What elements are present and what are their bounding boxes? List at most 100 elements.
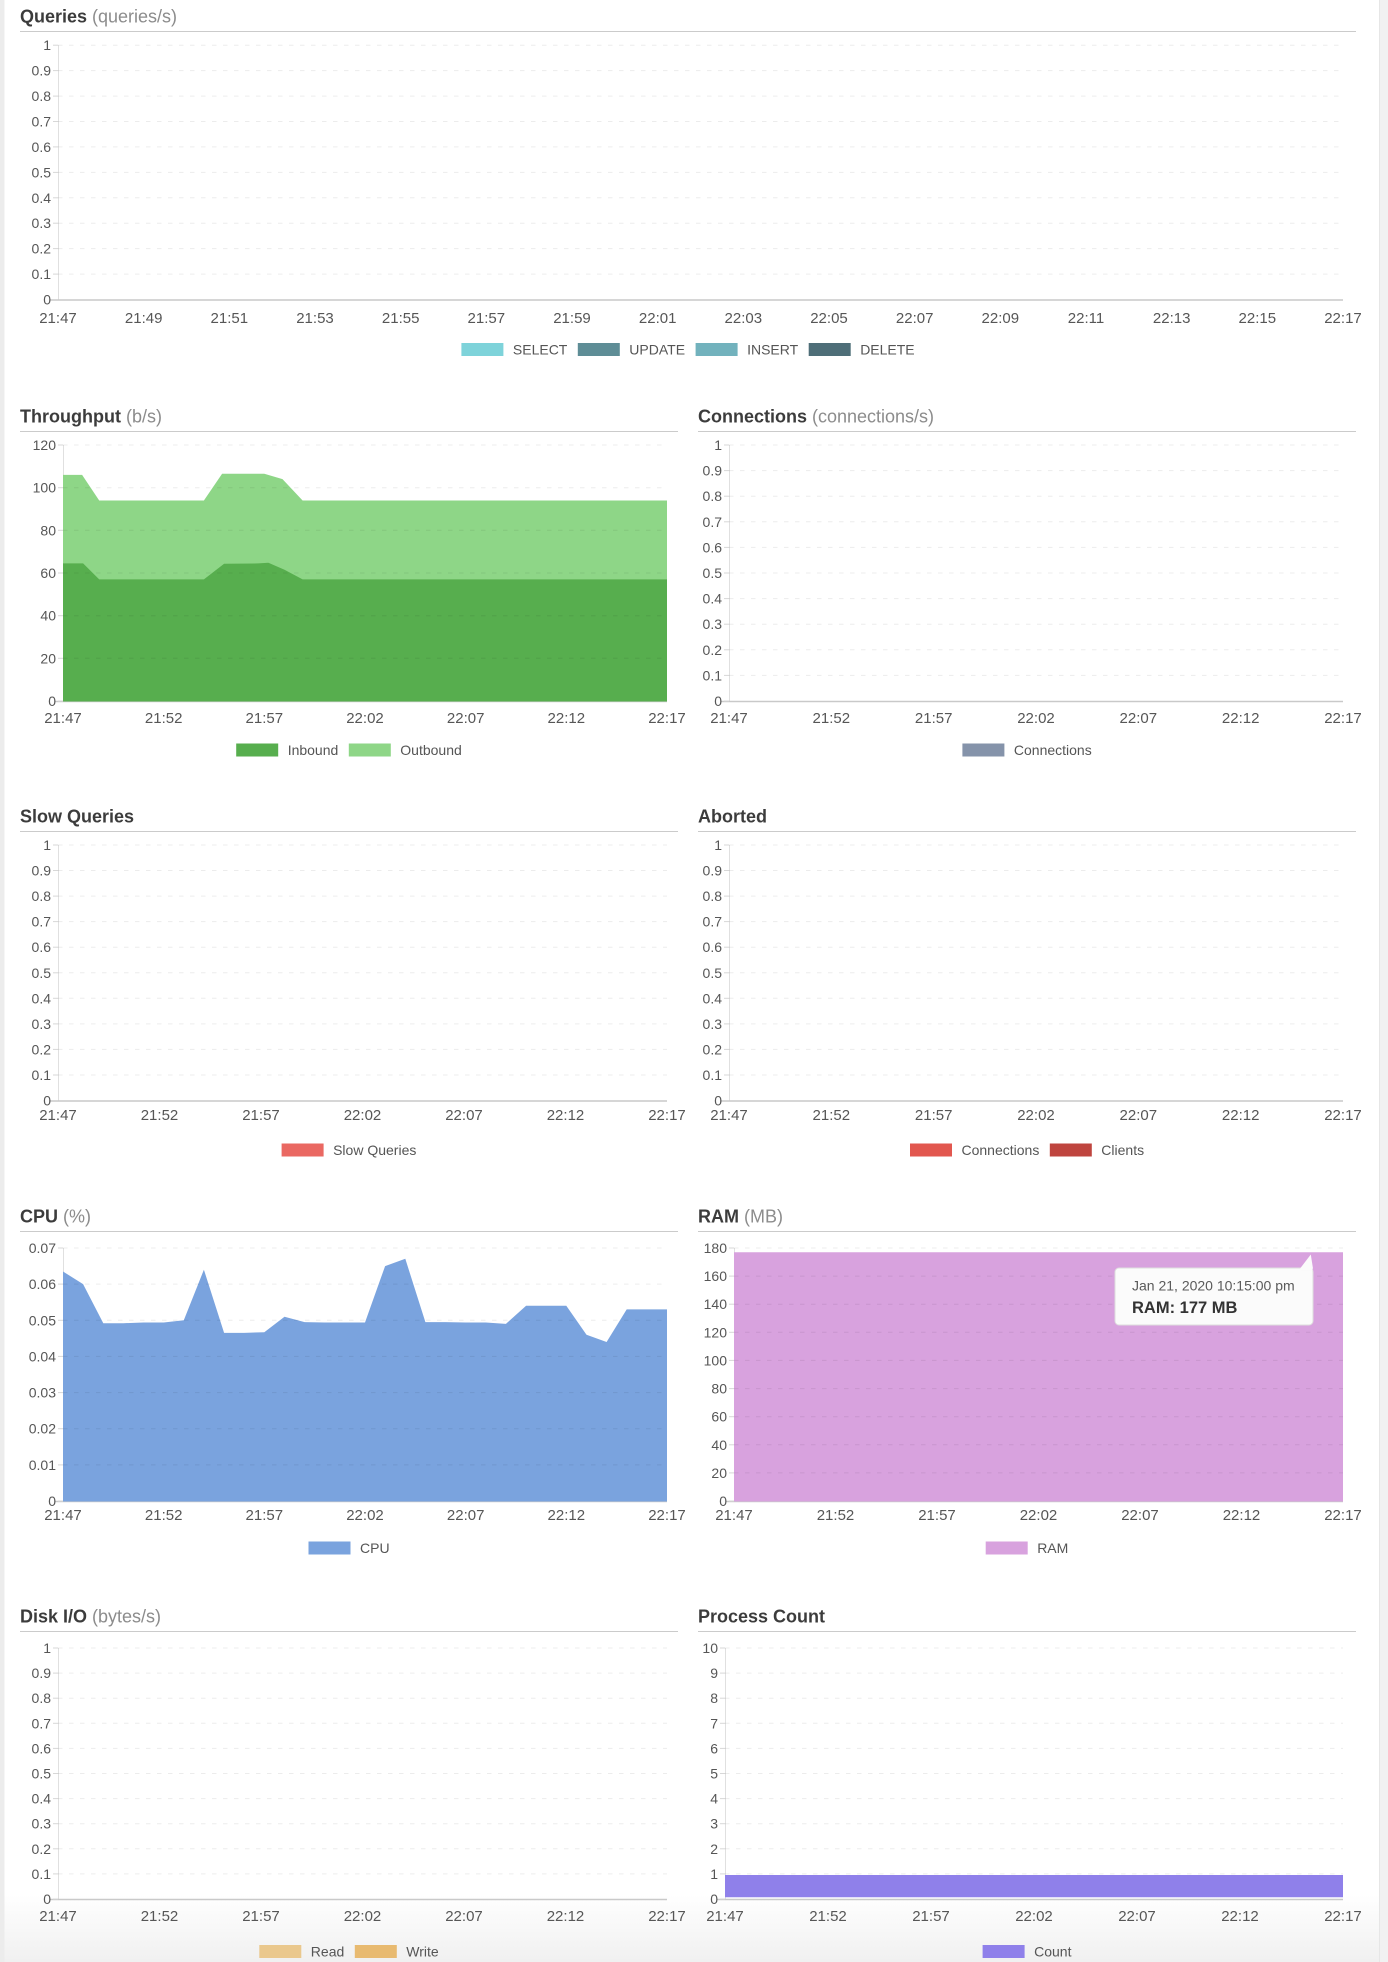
svg-text:21:47: 21:47 [710,1107,748,1124]
svg-text:22:13: 22:13 [1153,310,1191,327]
svg-text:21:52: 21:52 [145,710,183,727]
svg-text:0.9: 0.9 [32,1665,52,1681]
svg-text:21:47: 21:47 [39,1107,77,1124]
svg-text:1: 1 [714,837,722,853]
svg-text:0.8: 0.8 [32,88,52,104]
svg-text:0: 0 [714,1093,722,1109]
svg-text:21:57: 21:57 [468,310,506,327]
svg-text:0.8: 0.8 [32,888,52,904]
svg-text:0: 0 [48,1493,56,1509]
svg-text:8: 8 [710,1690,718,1706]
svg-text:(MB): (MB) [744,1207,783,1227]
svg-text:0.3: 0.3 [32,215,52,231]
svg-text:22:07: 22:07 [445,1107,483,1124]
svg-text:0.1: 0.1 [32,1067,52,1083]
svg-text:0.7: 0.7 [703,914,723,930]
svg-text:0.8: 0.8 [703,888,723,904]
svg-text:22:15: 22:15 [1239,310,1277,327]
svg-text:0.7: 0.7 [32,1715,52,1731]
svg-text:22:12: 22:12 [1222,1107,1260,1124]
svg-text:0.2: 0.2 [32,1041,52,1057]
svg-text:21:52: 21:52 [141,1107,179,1124]
svg-text:0.1: 0.1 [703,667,723,683]
svg-text:21:52: 21:52 [813,1107,851,1124]
svg-text:22:02: 22:02 [1017,710,1055,727]
svg-text:22:07: 22:07 [447,710,485,727]
svg-text:22:12: 22:12 [547,1107,585,1124]
svg-text:0.9: 0.9 [703,463,723,479]
svg-text:CPU: CPU [360,1540,390,1556]
svg-text:22:12: 22:12 [1223,1507,1261,1524]
svg-text:INSERT: INSERT [747,342,799,358]
svg-text:0.8: 0.8 [32,1690,52,1706]
svg-text:21:47: 21:47 [39,1908,77,1925]
svg-text:22:07: 22:07 [896,310,934,327]
svg-text:120: 120 [33,437,57,453]
svg-text:21:47: 21:47 [44,710,82,727]
svg-text:21:47: 21:47 [39,310,77,327]
svg-text:21:51: 21:51 [211,310,249,327]
svg-text:22:02: 22:02 [346,1507,384,1524]
svg-text:22:17: 22:17 [1324,710,1362,727]
svg-text:(%): (%) [63,1207,91,1227]
svg-text:0.4: 0.4 [703,990,723,1006]
svg-text:0.01: 0.01 [29,1457,56,1473]
svg-text:5: 5 [710,1766,718,1782]
svg-text:21:47: 21:47 [44,1507,82,1524]
svg-text:160: 160 [704,1268,728,1284]
svg-text:1: 1 [43,1640,51,1656]
svg-text:22:07: 22:07 [447,1507,485,1524]
svg-text:0.9: 0.9 [32,63,52,79]
svg-text:21:52: 21:52 [809,1908,847,1925]
svg-text:0.9: 0.9 [32,863,52,879]
svg-text:100: 100 [33,480,57,496]
svg-text:40: 40 [711,1437,727,1453]
svg-text:0: 0 [43,1891,51,1907]
svg-text:2: 2 [710,1841,718,1857]
svg-text:Count: Count [1034,1944,1071,1960]
svg-text:0.6: 0.6 [32,939,52,955]
svg-text:0.03: 0.03 [29,1385,56,1401]
svg-text:21:52: 21:52 [141,1908,179,1925]
svg-text:22:07: 22:07 [1121,1507,1159,1524]
svg-text:21:47: 21:47 [715,1507,753,1524]
svg-text:22:17: 22:17 [1324,310,1362,327]
svg-text:0.5: 0.5 [32,1766,52,1782]
svg-text:0.8: 0.8 [703,488,723,504]
svg-text:22:01: 22:01 [639,310,677,327]
svg-text:140: 140 [704,1296,728,1312]
svg-text:Slow Queries: Slow Queries [20,807,134,827]
svg-text:1: 1 [710,1866,718,1882]
svg-text:Process Count: Process Count [698,1607,825,1627]
svg-text:Slow Queries: Slow Queries [333,1142,416,1158]
svg-text:0.02: 0.02 [29,1421,56,1437]
svg-text:21:57: 21:57 [912,1908,950,1925]
svg-text:0.3: 0.3 [32,1816,52,1832]
svg-text:0: 0 [710,1891,718,1907]
svg-text:22:03: 22:03 [725,310,763,327]
svg-text:0.3: 0.3 [703,616,723,632]
svg-text:60: 60 [711,1409,727,1425]
svg-text:22:12: 22:12 [548,710,586,727]
svg-text:Throughput: Throughput [20,407,121,427]
svg-text:22:17: 22:17 [648,1107,686,1124]
svg-text:0: 0 [48,693,56,709]
svg-text:0: 0 [719,1493,727,1509]
svg-text:21:52: 21:52 [145,1507,183,1524]
svg-text:22:17: 22:17 [1324,1107,1362,1124]
svg-text:80: 80 [40,522,56,538]
svg-text:0.3: 0.3 [32,1016,52,1032]
svg-text:Connections: Connections [698,407,807,427]
svg-text:22:17: 22:17 [648,1908,686,1925]
svg-text:0.2: 0.2 [703,642,723,658]
svg-text:0.04: 0.04 [29,1348,56,1364]
svg-text:1: 1 [43,837,51,853]
svg-text:21:57: 21:57 [242,1107,280,1124]
svg-text:21:57: 21:57 [246,710,284,727]
svg-text:6: 6 [710,1740,718,1756]
svg-text:CPU: CPU [20,1207,58,1227]
svg-text:7: 7 [710,1715,718,1731]
svg-text:(queries/s): (queries/s) [92,7,177,27]
svg-text:3: 3 [710,1816,718,1832]
svg-text:Connections: Connections [1014,742,1092,758]
